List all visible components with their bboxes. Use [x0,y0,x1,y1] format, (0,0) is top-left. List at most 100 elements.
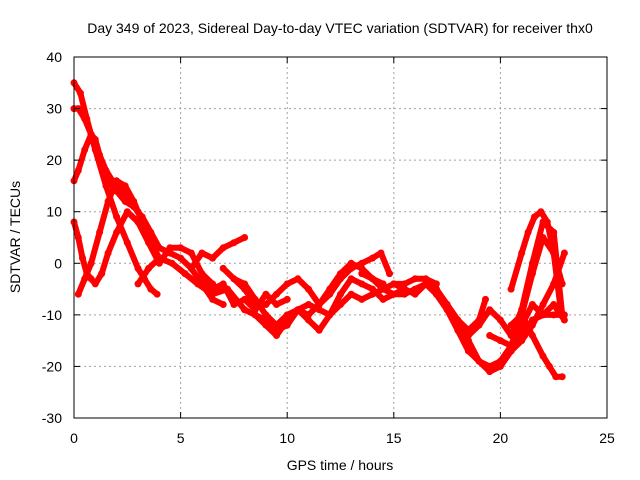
data-point [98,270,106,278]
data-point [273,301,280,308]
data-point [369,275,376,283]
data-point [432,285,440,293]
data-point [219,280,227,288]
data-point [198,270,206,278]
data-point [537,208,545,216]
data-point [230,301,238,308]
data-point [486,306,494,314]
data-point [422,280,430,288]
data-point [273,326,280,334]
x-axis-title: GPS time / hours [287,457,394,473]
data-point [87,130,95,138]
data-point [181,270,189,278]
data-point [113,228,121,236]
data-point [377,249,385,257]
data-point [251,301,259,308]
data-point [326,290,334,298]
data-point [96,228,104,236]
data-point [507,321,515,329]
data-point [326,311,334,319]
data-point [209,254,217,262]
data-point [187,249,195,257]
data-point [81,115,89,123]
x-tick-label: 20 [493,430,509,446]
tick-labels: 0 5 10 15 20 25 -30 -20 -10 0 10 20 30 40 [42,49,615,446]
data-point [464,337,472,345]
data-point [558,373,566,381]
data-point [134,264,142,272]
data-point [102,167,110,174]
data-point [294,306,302,314]
data-point [390,280,398,288]
y-tick-label: 40 [46,49,62,65]
data-point [390,290,398,298]
data-point [96,151,104,159]
data-point [507,347,515,355]
data-point [145,239,153,247]
data-point [74,290,82,298]
data-point [432,290,440,298]
y-tick-label: 30 [46,101,62,117]
data-point [386,270,393,278]
data-point [443,301,451,308]
data-point [315,306,323,314]
data-point [556,301,564,308]
plot-frame [73,56,608,419]
data-point [337,301,344,308]
data-point [123,208,131,216]
data-point [294,275,302,283]
series-track-11 [230,250,393,308]
data-point [552,373,560,381]
data-point [177,254,185,262]
data-point [91,136,99,143]
data-point [81,146,89,154]
data-point [482,295,489,303]
data-point [262,316,270,324]
data-point [241,285,249,293]
data-point [74,234,82,241]
data-point [369,290,376,298]
data-point [194,280,202,288]
data-point [209,295,217,303]
axis-ticks [73,56,608,419]
data-point [475,316,483,324]
data-point [155,254,163,262]
data-point [113,177,121,185]
data-point [87,259,95,267]
data-point [550,311,558,319]
data-point [147,285,155,293]
data-point [528,332,536,339]
data-point [422,275,430,283]
data-point [262,290,270,298]
data-point [545,362,553,370]
grid [74,57,607,418]
data-point [496,362,504,370]
data-point [241,306,249,314]
data-point [230,239,238,247]
data-point [486,332,494,339]
data-point [283,321,291,329]
data-point [87,275,95,283]
data-point [486,368,494,376]
data-point [74,167,82,174]
x-tick-label: 15 [386,430,402,446]
data-point [79,254,86,262]
data-point [518,337,526,345]
data-point [411,290,419,298]
data-point [347,264,355,272]
x-tick-label: 25 [599,430,615,446]
data-point [76,89,84,97]
data-point [241,234,249,241]
data-point [209,290,217,298]
data-point [347,290,355,298]
data-point [507,332,515,339]
y-tick-label: -20 [42,358,62,374]
data-point [283,295,291,303]
data-point [283,280,291,288]
data-point [411,275,419,283]
data-point [379,295,387,303]
data-point [528,301,536,308]
data-point [166,244,174,252]
